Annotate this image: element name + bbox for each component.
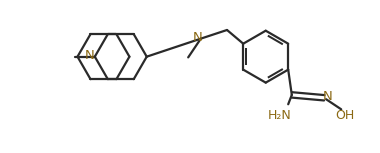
Text: N: N — [85, 49, 95, 62]
Text: N: N — [193, 31, 203, 44]
Text: H₂N: H₂N — [268, 109, 292, 122]
Text: N: N — [323, 90, 333, 103]
Text: OH: OH — [335, 109, 355, 122]
